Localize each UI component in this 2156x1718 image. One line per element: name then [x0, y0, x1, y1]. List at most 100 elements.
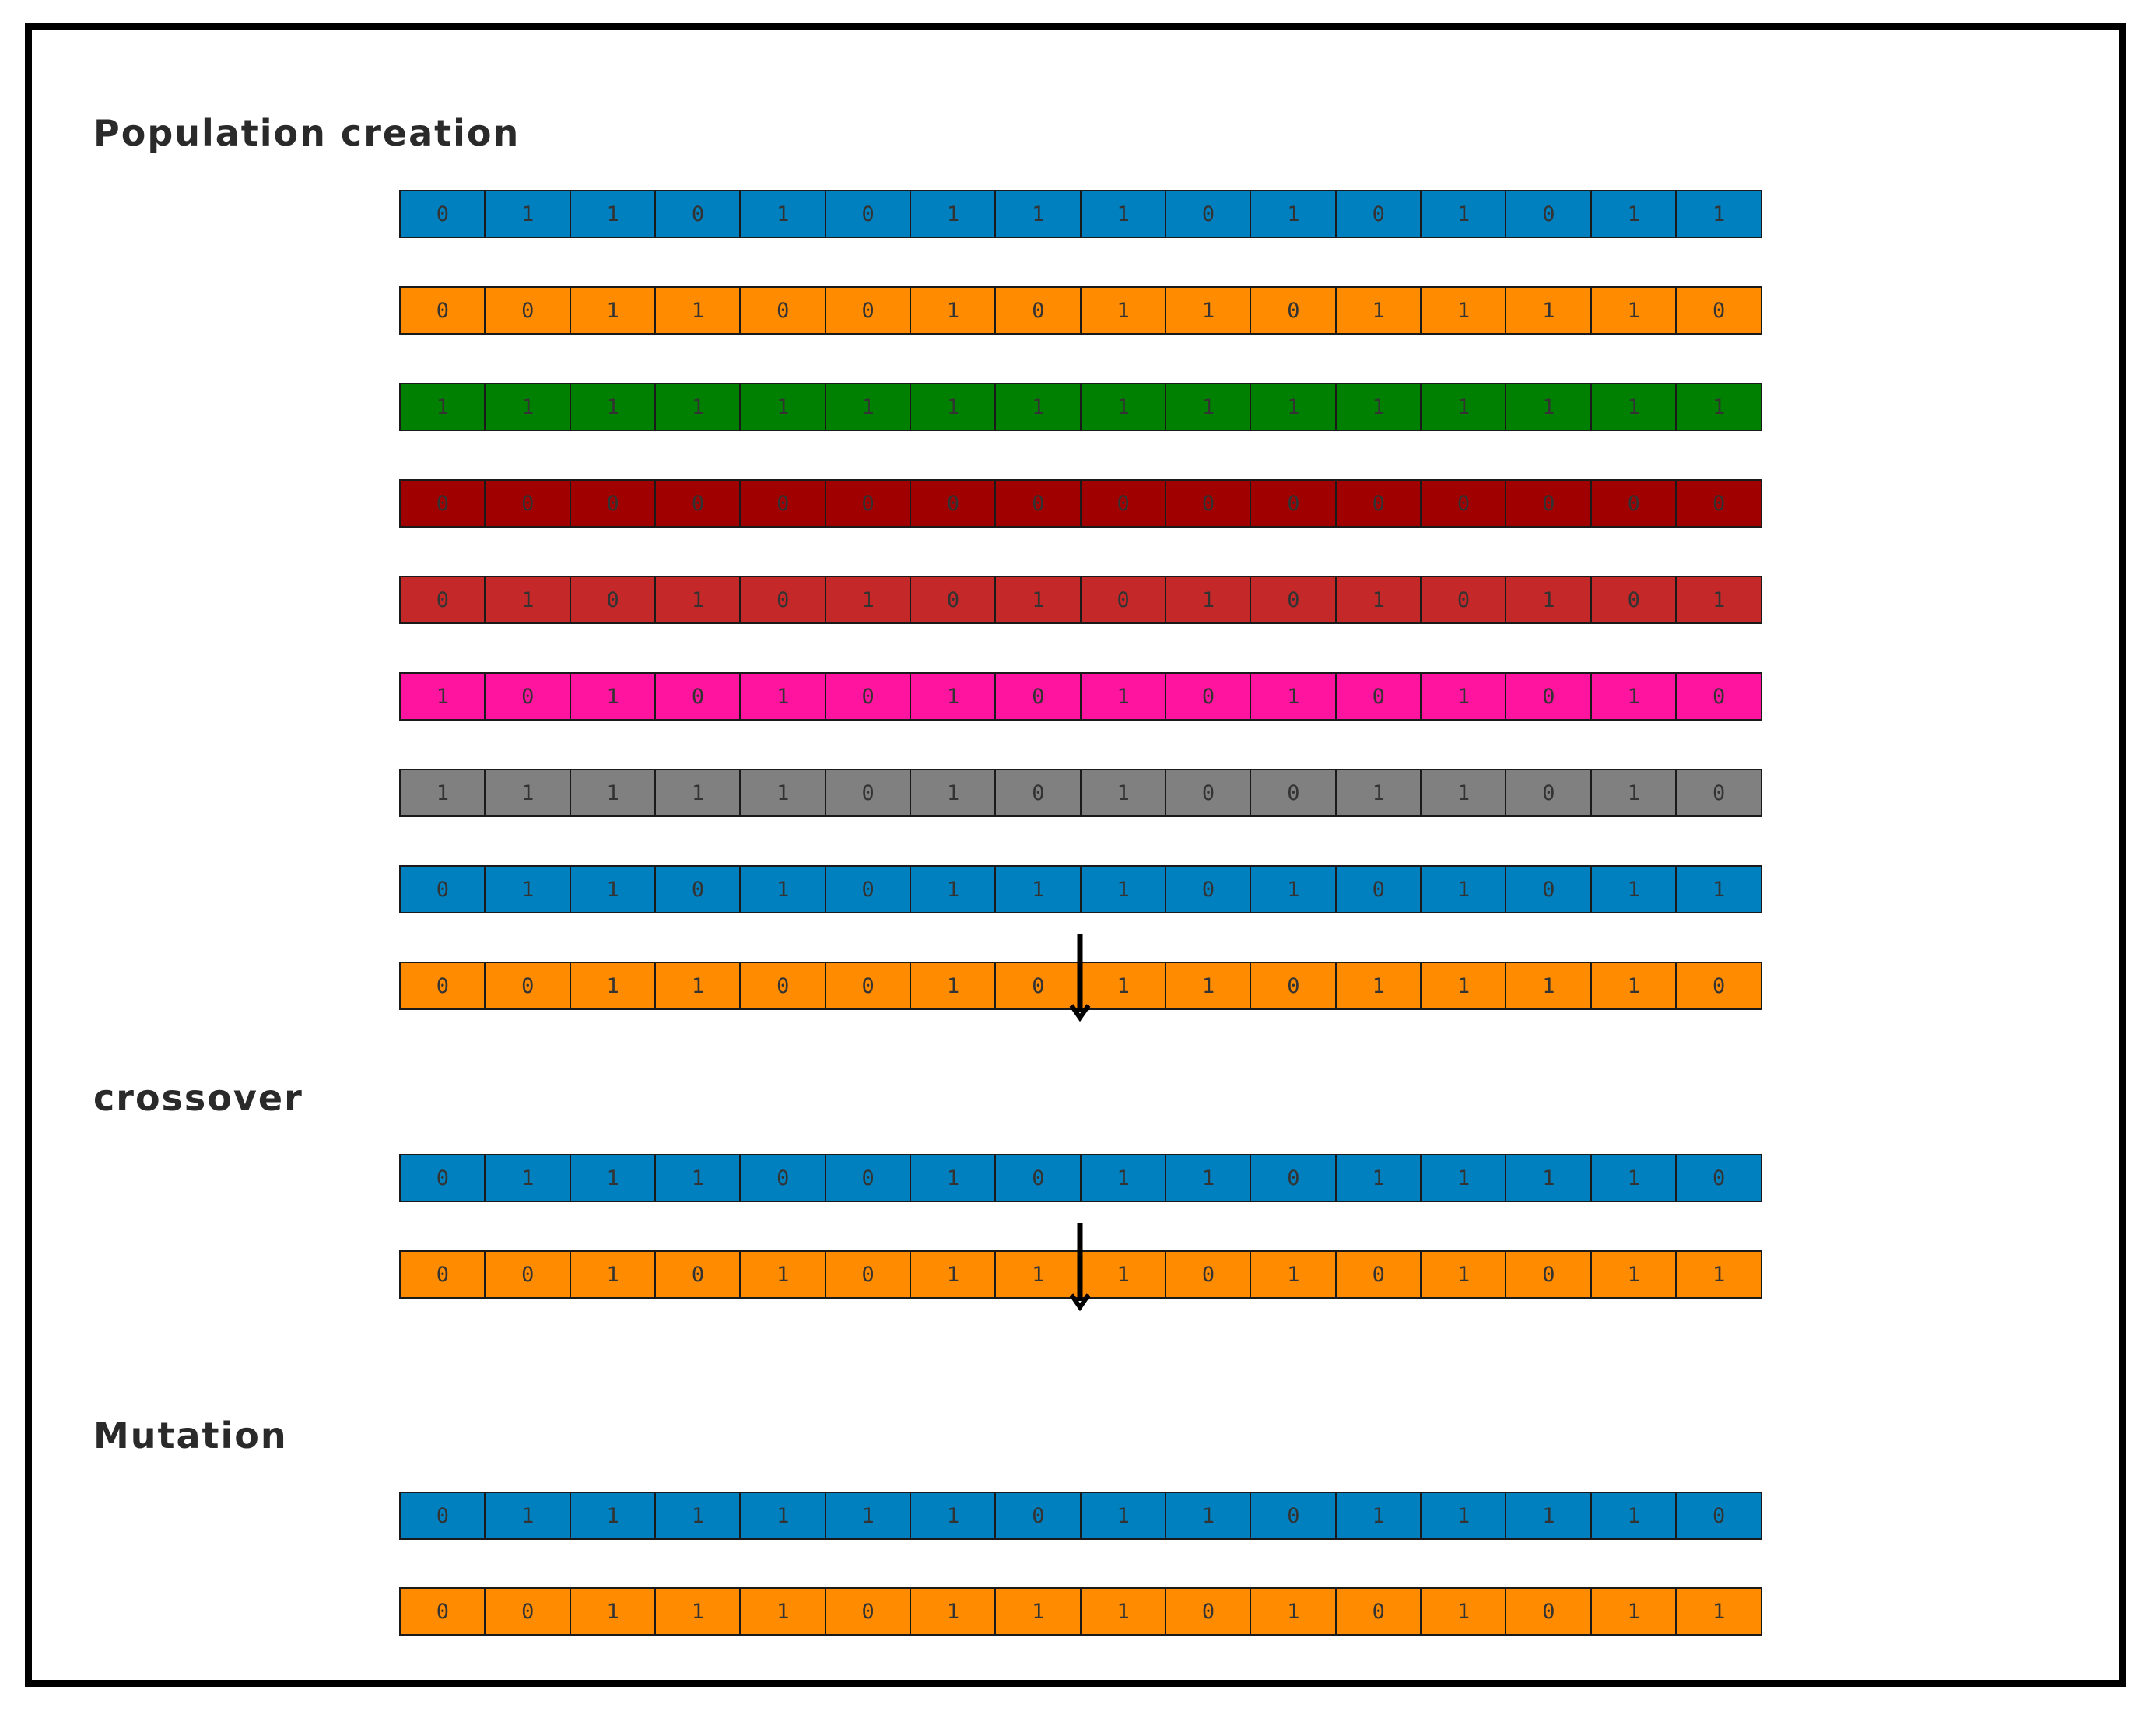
gene-cell: 0 — [739, 962, 827, 1010]
gene-cell: 1 — [1590, 769, 1677, 817]
gene-cell: 1 — [1420, 769, 1507, 817]
gene-cell: 1 — [910, 769, 997, 817]
gene-cell: 1 — [1334, 1154, 1422, 1202]
gene-cell: 0 — [824, 769, 912, 817]
gene-cell: 1 — [1590, 190, 1677, 238]
gene-cell: 1 — [1250, 1250, 1337, 1299]
gene-cell: 1 — [654, 769, 741, 817]
gene-cell: 1 — [1165, 962, 1252, 1010]
gene-cell: 1 — [569, 286, 657, 335]
gene-cell: 0 — [1675, 1492, 1762, 1540]
gene-cell: 0 — [399, 962, 486, 1010]
gene-cell: 1 — [1420, 1587, 1507, 1636]
gene-cell: 0 — [1420, 479, 1507, 528]
gene-cell: 1 — [1250, 1587, 1337, 1636]
gene-cell: 0 — [994, 769, 1082, 817]
gene-cell: 0 — [1675, 479, 1762, 528]
gene-cell: 0 — [739, 1154, 827, 1202]
gene-cell: 0 — [994, 286, 1082, 335]
gene-cell: 1 — [1334, 383, 1422, 431]
gene-cell: 1 — [739, 190, 827, 238]
gene-cell: 1 — [824, 383, 912, 431]
gene-cell: 1 — [1250, 865, 1337, 913]
gene-cell: 0 — [1505, 672, 1593, 721]
gene-cell: 1 — [654, 1154, 741, 1202]
gene-cell: 0 — [1250, 769, 1337, 817]
gene-cell: 1 — [1590, 1587, 1677, 1636]
gene-cell: 0 — [1505, 479, 1593, 528]
gene-cell: 0 — [1250, 1492, 1337, 1540]
gene-cell: 1 — [1250, 383, 1337, 431]
gene-cell: 1 — [1079, 1154, 1167, 1202]
gene-cell: 0 — [654, 1250, 741, 1299]
gene-cell: 1 — [1165, 383, 1252, 431]
gene-cell: 0 — [484, 1250, 572, 1299]
gene-cell: 0 — [824, 962, 912, 1010]
gene-cell: 1 — [484, 865, 572, 913]
gene-cell: 0 — [569, 479, 657, 528]
gene-cell: 1 — [399, 383, 486, 431]
gene-cell: 0 — [994, 672, 1082, 721]
gene-cell: 1 — [1165, 576, 1252, 624]
gene-cell: 0 — [1675, 962, 1762, 1010]
gene-cell: 0 — [824, 672, 912, 721]
gene-cell: 1 — [1334, 769, 1422, 817]
gene-cell: 1 — [569, 1154, 657, 1202]
gene-cell: 1 — [484, 769, 572, 817]
gene-cell: 1 — [1250, 672, 1337, 721]
gene-cell: 0 — [1505, 1587, 1593, 1636]
gene-cell: 0 — [994, 1492, 1082, 1540]
gene-cell: 0 — [399, 1492, 486, 1540]
gene-cell: 1 — [1334, 576, 1422, 624]
gene-cell: 1 — [1334, 1492, 1422, 1540]
gene-cell: 1 — [1165, 286, 1252, 335]
gene-cell: 1 — [1505, 1154, 1593, 1202]
gene-cell: 0 — [1165, 1587, 1252, 1636]
gene-cell: 0 — [484, 672, 572, 721]
gene-cell: 1 — [1334, 962, 1422, 1010]
gene-cell: 1 — [1590, 672, 1677, 721]
gene-cell: 1 — [654, 1587, 741, 1636]
gene-cell: 1 — [1675, 190, 1762, 238]
gene-cell: 0 — [824, 479, 912, 528]
gene-cell: 1 — [1675, 383, 1762, 431]
gene-cell: 1 — [569, 190, 657, 238]
gene-cell: 0 — [399, 286, 486, 335]
gene-cell: 0 — [399, 479, 486, 528]
crossover-arrow-icon — [1069, 934, 1091, 1022]
gene-cell: 0 — [1505, 1250, 1593, 1299]
diagram-frame — [25, 23, 2126, 1687]
gene-cell: 1 — [910, 1250, 997, 1299]
gene-cell: 1 — [1165, 1154, 1252, 1202]
gene-cell: 1 — [1079, 962, 1167, 1010]
gene-cell: 1 — [739, 865, 827, 913]
gene-cell: 0 — [1165, 672, 1252, 721]
gene-cell: 0 — [569, 576, 657, 624]
gene-cell: 1 — [994, 1250, 1082, 1299]
gene-cell: 1 — [910, 383, 997, 431]
gene-cell: 0 — [1334, 672, 1422, 721]
gene-cell: 0 — [1675, 1154, 1762, 1202]
gene-cell: 0 — [654, 865, 741, 913]
gene-cell: 0 — [824, 1154, 912, 1202]
gene-cell: 1 — [1079, 1492, 1167, 1540]
crossover-arrow-icon — [1069, 1223, 1091, 1312]
gene-cell: 1 — [1590, 1154, 1677, 1202]
gene-cell: 0 — [484, 1587, 572, 1636]
gene-cell: 1 — [1590, 865, 1677, 913]
gene-cell: 0 — [1165, 865, 1252, 913]
gene-cell: 1 — [1420, 672, 1507, 721]
gene-cell: 1 — [1165, 1492, 1252, 1540]
gene-cell: 1 — [910, 1492, 997, 1540]
gene-cell: 0 — [484, 479, 572, 528]
gene-cell: 1 — [399, 769, 486, 817]
gene-cell: 1 — [739, 1250, 827, 1299]
gene-cell: 0 — [1165, 479, 1252, 528]
gene-cell: 1 — [1334, 286, 1422, 335]
gene-cell: 1 — [569, 962, 657, 1010]
